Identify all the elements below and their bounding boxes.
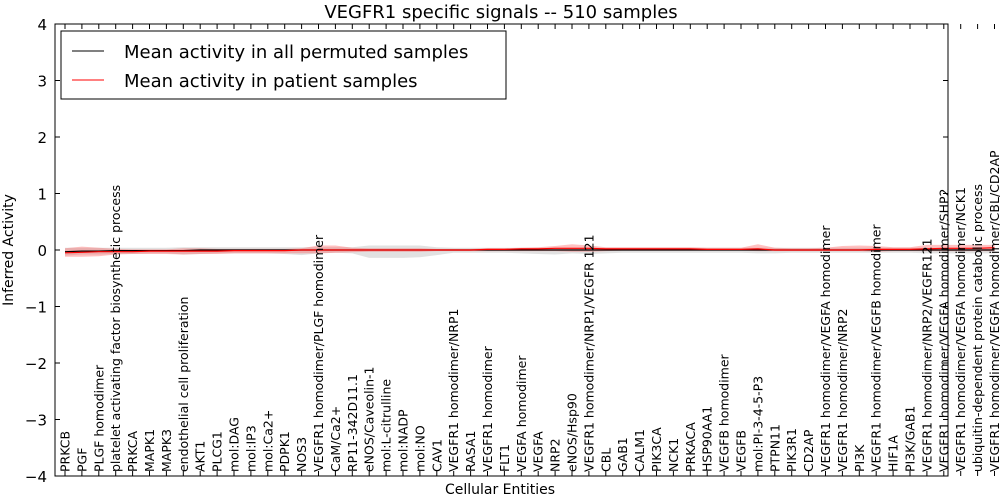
series-lines: [64, 247, 995, 254]
y-axis: 4 3 2 1 0 −1 −2 −3 −4: [25, 16, 948, 486]
y-tick-label: 0: [37, 242, 47, 260]
x-tick-label: PDPK1: [277, 431, 292, 472]
x-axis-label: Cellular Entities: [445, 482, 555, 498]
x-tick-label: mol:Ca2+: [260, 410, 275, 472]
x-tick-label: VEGFR1 homodimer/NRP2: [835, 309, 850, 472]
y-tick-label: 2: [37, 129, 47, 147]
y-tick-label: −2: [25, 355, 47, 373]
x-tick-label: PRKACA: [683, 422, 698, 472]
y-tick-label: 1: [37, 186, 47, 204]
x-tick-label: PIK3R1: [784, 428, 799, 472]
x-tick-label: mol:PI-3-4-5-P3: [750, 376, 765, 472]
x-tick-label: PLCG1: [210, 431, 225, 472]
legend-label-patient: Mean activity in patient samples: [124, 71, 418, 92]
x-tick-label: mol:IP3: [243, 425, 258, 472]
x-tick-label: HIF1A: [886, 435, 901, 472]
x-tick-label: CD2AP: [801, 429, 816, 472]
x-tick-label: VEGFR1 homodimer/NRP1/VEGFR 121: [581, 234, 596, 472]
x-tick-label: NRP2: [548, 438, 563, 472]
x-tick-label: mol:L-citrulline: [379, 379, 394, 472]
x-tick-label: PI3K: [852, 444, 867, 472]
x-tick-label: CALM1: [632, 429, 647, 472]
x-tick-label: NCK1: [666, 438, 681, 472]
x-tick-label: eNOS/Hsp90: [565, 393, 580, 472]
x-tick-label: HSP90AA1: [700, 406, 715, 472]
x-tick-label: mol:NADP: [396, 409, 411, 472]
legend-box: [60, 30, 507, 100]
x-tick-label: PGF: [74, 448, 89, 472]
x-tick-label: CAV1: [429, 439, 444, 472]
x-tick-label: RASA1: [463, 431, 478, 472]
x-tick-label: mol:NO: [412, 425, 427, 472]
x-tick-label: MAPK3: [159, 429, 174, 472]
x-tick-label: CaM/Ca2+: [328, 406, 343, 472]
x-tick-label: VEGFR1 homodimer/VEGFB homodimer: [869, 224, 884, 472]
x-tick-label: VEGFR1 homodimer/VEGFA homodimer/NCK1: [953, 187, 968, 472]
x-tick-label: mol:DAG: [227, 417, 242, 472]
legend-label-permuted: Mean activity in all permuted samples: [124, 42, 468, 63]
x-tick-label: FLT1: [497, 444, 512, 472]
x-tick-label: platelet activating factor biosynthetic …: [108, 185, 123, 472]
y-tick-label: 3: [37, 73, 47, 91]
x-tick-label: NOS3: [294, 437, 309, 472]
x-tick-label: VEGFR1 homodimer/PLGF homodimer: [311, 234, 326, 472]
x-tick-label: eNOS/Caveolin-1: [362, 367, 377, 472]
x-tick-label: VEGFR1 homodimer/NRP2/VEGFR121: [919, 238, 934, 472]
y-tick-label: −4: [25, 468, 47, 486]
x-tick-label: PRKCB: [58, 431, 73, 472]
x-tick-label: PI3K/GAB1: [903, 406, 918, 472]
x-tick-label: VEGFR1 homodimer/VEGFA homodimer/SHP2: [936, 188, 951, 472]
y-tick-label: 4: [37, 16, 47, 34]
x-tick-label: VEGFR1 homodimer/NRP1: [446, 309, 461, 472]
x-tick-label: VEGFB homodimer: [717, 353, 732, 472]
x-tick-label: VEGFA homodimer: [514, 355, 529, 472]
y-axis-label: Inferred Activity: [1, 194, 17, 306]
line-patient: [64, 247, 995, 254]
x-axis: PRKCB PGF PLGF homodimer platelet activatin…: [58, 24, 1000, 476]
x-tick-label: PRKCA: [125, 431, 140, 472]
x-tick-label: VEGFR1 homodimer/VEGFA homodimer/CBL/CD2…: [987, 150, 1000, 472]
x-tick-label: PLGF homodimer: [91, 364, 106, 472]
x-tick-label: PIK3CA: [649, 427, 664, 472]
x-tick-label: VEGFR1 homodimer: [480, 345, 495, 472]
x-tick-label: CBL: [598, 448, 613, 472]
x-tick-label: ubiquitin-dependent protein catabolic pr…: [970, 184, 985, 472]
x-tick-label: endothelial cell proliferation: [176, 297, 191, 472]
x-tick-label: AKT1: [193, 441, 208, 472]
x-tick-label: VEGFA: [531, 431, 546, 472]
y-tick-label: −1: [25, 299, 47, 317]
x-tick-label: PTPN11: [767, 424, 782, 472]
x-tick-label: RP11-342D11.1: [345, 374, 360, 472]
x-tick-label: MAPK1: [142, 429, 157, 472]
chart-title: VEGFR1 specific signals -- 510 samples: [324, 2, 677, 23]
y-tick-label: −3: [25, 412, 47, 430]
x-tick-label: VEGFR1 homodimer/VEGFA homodimer: [818, 225, 833, 472]
legend: Mean activity in all permuted samples Me…: [60, 30, 507, 100]
x-tick-label: VEGFB: [734, 430, 749, 472]
x-tick-label: GAB1: [615, 437, 630, 472]
